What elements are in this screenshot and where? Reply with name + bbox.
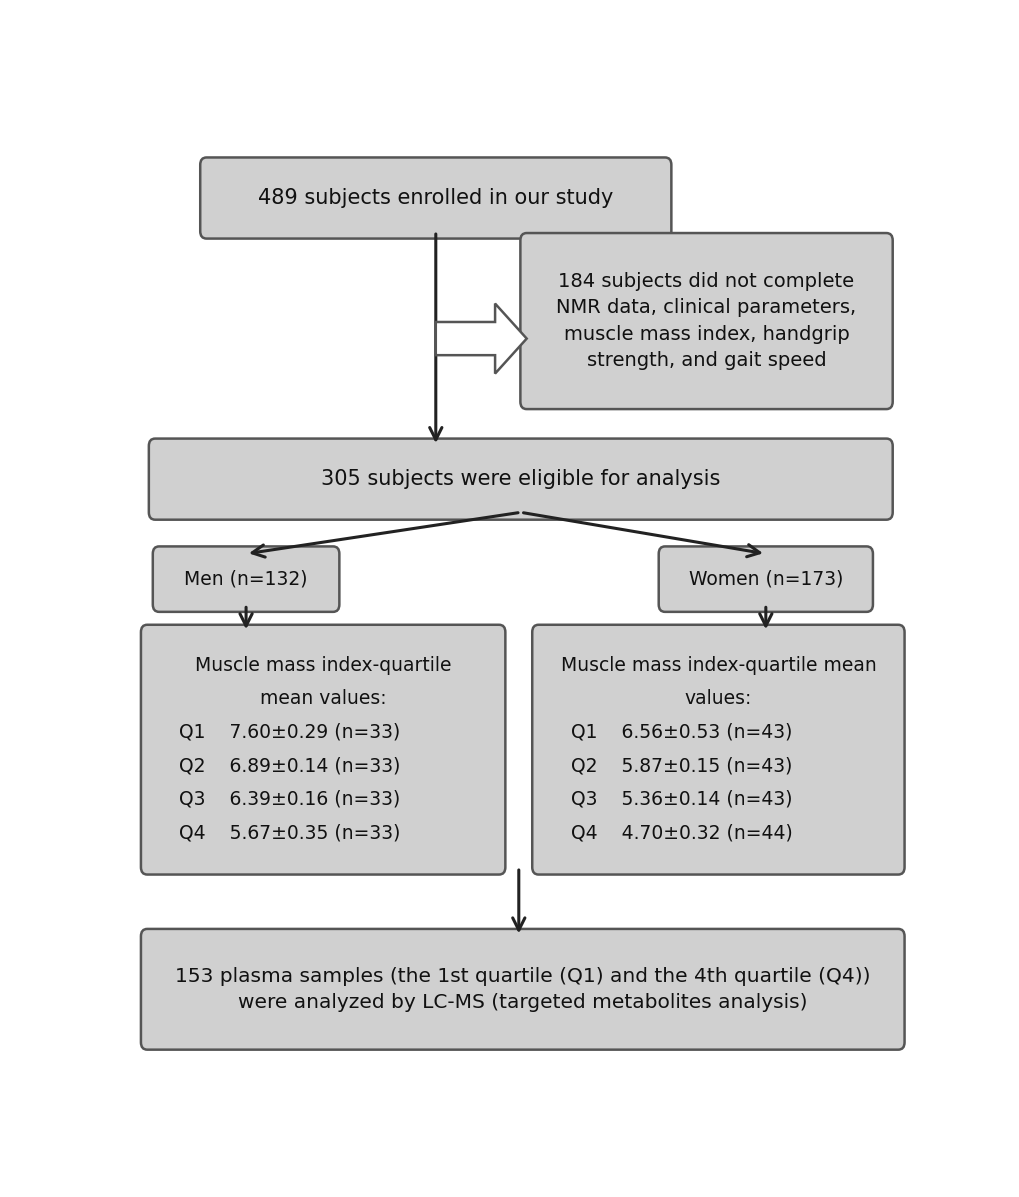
Text: Q2    6.89±0.14 (n=33): Q2 6.89±0.14 (n=33) xyxy=(178,757,399,776)
Text: Q1    6.56±0.53 (n=43): Q1 6.56±0.53 (n=43) xyxy=(571,723,792,742)
FancyBboxPatch shape xyxy=(200,158,671,238)
FancyBboxPatch shape xyxy=(141,929,904,1050)
Text: Q3    6.39±0.16 (n=33): Q3 6.39±0.16 (n=33) xyxy=(178,790,399,809)
Text: mean values:: mean values: xyxy=(260,689,386,709)
Polygon shape xyxy=(435,304,526,373)
Text: Q3    5.36±0.14 (n=43): Q3 5.36±0.14 (n=43) xyxy=(571,790,792,809)
FancyBboxPatch shape xyxy=(153,546,339,612)
Text: values:: values: xyxy=(684,689,751,709)
FancyBboxPatch shape xyxy=(141,625,504,875)
Text: Men (n=132): Men (n=132) xyxy=(184,570,308,589)
FancyBboxPatch shape xyxy=(149,438,892,519)
FancyBboxPatch shape xyxy=(658,546,872,612)
Text: Women (n=173): Women (n=173) xyxy=(688,570,842,589)
Text: Q1    7.60±0.29 (n=33): Q1 7.60±0.29 (n=33) xyxy=(178,723,399,742)
Text: 184 subjects did not complete
NMR data, clinical parameters,
muscle mass index, : 184 subjects did not complete NMR data, … xyxy=(556,272,856,370)
Text: Q4    5.67±0.35 (n=33): Q4 5.67±0.35 (n=33) xyxy=(178,824,399,843)
Text: 153 plasma samples (the 1st quartile (Q1) and the 4th quartile (Q4))
were analyz: 153 plasma samples (the 1st quartile (Q1… xyxy=(175,966,869,1011)
Text: 489 subjects enrolled in our study: 489 subjects enrolled in our study xyxy=(258,188,612,208)
FancyBboxPatch shape xyxy=(520,233,892,409)
Text: Muscle mass index-quartile: Muscle mass index-quartile xyxy=(195,656,451,675)
Text: Q2    5.87±0.15 (n=43): Q2 5.87±0.15 (n=43) xyxy=(571,757,792,776)
Text: Q4    4.70±0.32 (n=44): Q4 4.70±0.32 (n=44) xyxy=(571,824,792,843)
FancyBboxPatch shape xyxy=(532,625,904,875)
Text: Muscle mass index-quartile mean: Muscle mass index-quartile mean xyxy=(560,656,875,675)
Text: 305 subjects were eligible for analysis: 305 subjects were eligible for analysis xyxy=(321,469,719,490)
